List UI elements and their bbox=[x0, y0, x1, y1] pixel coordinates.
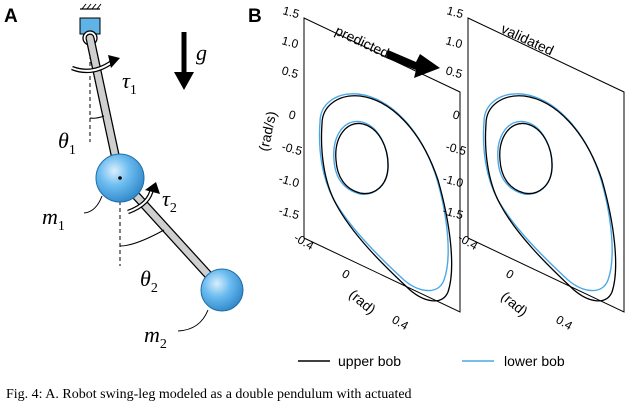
legend-label-upper-bob: upper bob bbox=[338, 353, 401, 369]
validated-title: validated bbox=[499, 20, 557, 58]
predicted-xtick-2: 0.4 bbox=[390, 312, 412, 333]
m1-label: m1 bbox=[42, 204, 65, 234]
predicted-x-axis-label: (rad) bbox=[346, 286, 379, 317]
m2-label: m2 bbox=[144, 322, 167, 352]
validated-upper-bob-inner-loop bbox=[499, 122, 553, 195]
predicted-ytick-5: -1.0 bbox=[277, 171, 301, 190]
predicted-lower-bob-trajectory bbox=[318, 93, 449, 292]
theta2-arc bbox=[119, 229, 165, 247]
validated-ytick-4: -0.5 bbox=[444, 139, 468, 158]
predicted-ytick-3: 0 bbox=[287, 107, 297, 122]
predicted-title: predicted bbox=[333, 22, 392, 61]
predicted-y-axis-label: (rad/s) bbox=[255, 110, 279, 153]
validated-lower-bob-trajectory bbox=[482, 93, 613, 292]
tau2-label: τ2 bbox=[162, 186, 177, 216]
predicted-plane bbox=[303, 17, 461, 313]
theta1-label: θ1 bbox=[58, 128, 76, 158]
predicted-to-validated-arrow-icon bbox=[386, 50, 440, 78]
predicted-ytick-2: 0.5 bbox=[280, 63, 300, 81]
figure-caption: Fig. 4: A. Robot swing-leg modeled as a … bbox=[6, 387, 412, 402]
predicted-ytick-4: -0.5 bbox=[280, 139, 304, 158]
tau1-arrow-icon bbox=[71, 55, 120, 74]
predicted-ytick-0: 1.5 bbox=[281, 3, 301, 21]
theta2-label: θ2 bbox=[140, 266, 158, 296]
predicted-plot: predicted (rad/s) 1.5 1.0 0.5 0 -0.5 -1.… bbox=[255, 3, 461, 333]
lower-bob bbox=[200, 268, 244, 312]
validated-plane bbox=[467, 17, 625, 313]
panel-b-label: B bbox=[248, 6, 262, 27]
predicted-ytick-6: -1.5 bbox=[277, 203, 301, 222]
tau1-label: τ1 bbox=[122, 68, 137, 98]
validated-upper-bob-trajectory bbox=[484, 95, 617, 302]
gravity-arrow-icon bbox=[174, 32, 194, 90]
predicted-upper-bob-trajectory bbox=[320, 95, 453, 302]
validated-x-axis-label: (rad) bbox=[498, 288, 531, 319]
validated-plot: validated 1.5 1.0 0.5 0 -0.5 -1.0 -1.5 -… bbox=[441, 3, 625, 333]
theta1-arc bbox=[89, 115, 105, 119]
predicted-xtick-0: -0.4 bbox=[292, 230, 317, 253]
validated-xtick-1: 0 bbox=[504, 266, 517, 282]
m1-leader-line bbox=[83, 195, 103, 214]
validated-xtick-2: 0.4 bbox=[554, 312, 576, 333]
m2-leader-line bbox=[177, 309, 209, 332]
predicted-ytick-1: 1.0 bbox=[280, 33, 300, 51]
panel-a-label: A bbox=[4, 6, 18, 27]
validated-ytick-5: -1.0 bbox=[441, 171, 465, 190]
lower-link bbox=[115, 173, 227, 295]
predicted-upper-bob-inner-loop bbox=[335, 122, 389, 195]
validated-ytick-0: 1.5 bbox=[445, 3, 465, 21]
validated-xtick-0: -0.4 bbox=[456, 230, 481, 253]
validated-ytick-2: 0.5 bbox=[444, 63, 464, 81]
validated-ytick-1: 1.0 bbox=[444, 33, 464, 51]
legend-label-lower-bob: lower bob bbox=[504, 353, 565, 369]
tau2-arrow-icon bbox=[127, 182, 160, 215]
validated-ytick-3: 0 bbox=[451, 107, 461, 122]
predicted-xtick-1: 0 bbox=[340, 266, 353, 282]
validated-ytick-6: -1.5 bbox=[441, 203, 465, 222]
gravity-label: g bbox=[196, 40, 207, 65]
legend: upper bob lower bob bbox=[298, 353, 565, 369]
